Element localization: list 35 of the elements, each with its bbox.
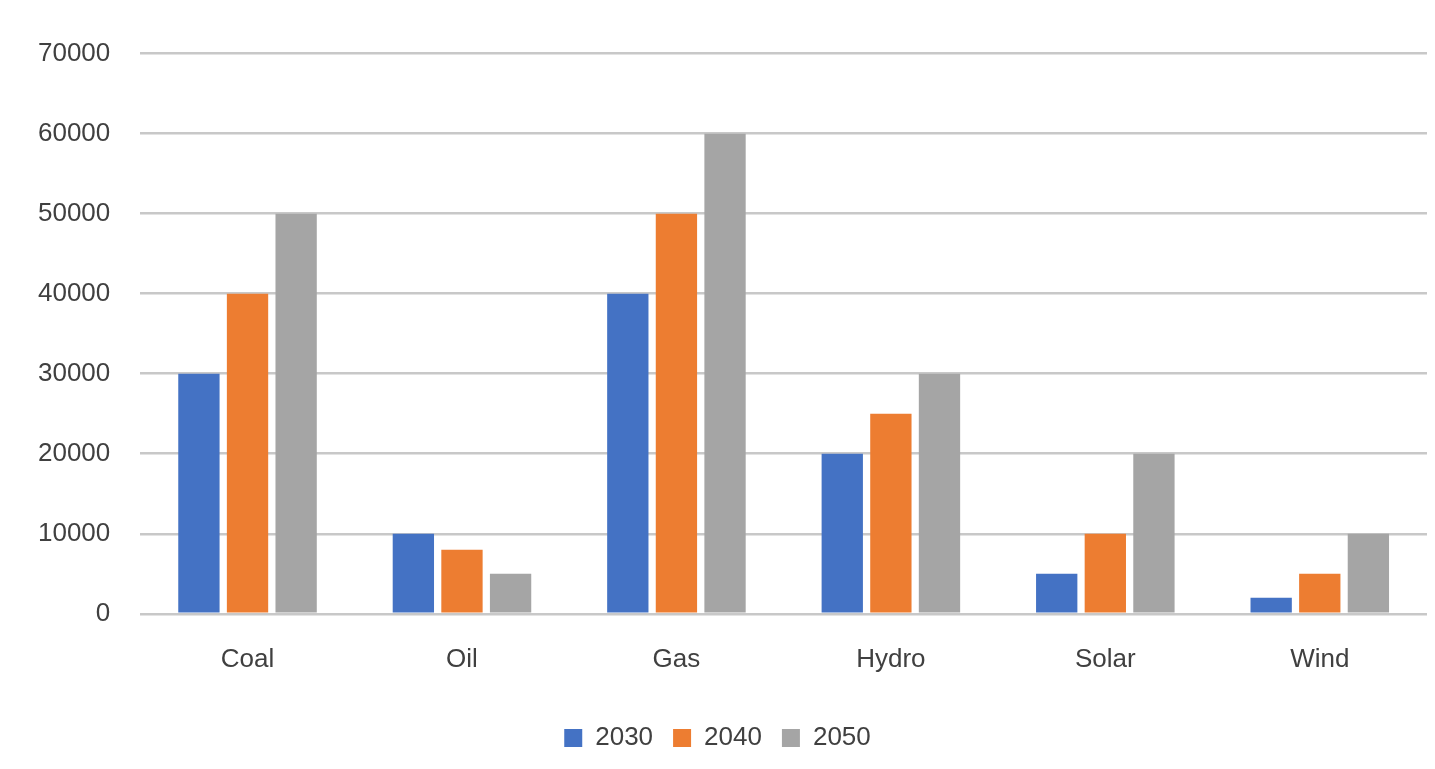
x-tick-label: Solar bbox=[1074, 642, 1137, 673]
y-tick-label: 20000 bbox=[37, 436, 111, 467]
bar bbox=[1133, 453, 1175, 613]
y-tick-label: 60000 bbox=[37, 116, 111, 147]
bar bbox=[607, 293, 649, 613]
x-tick-label: Hydro bbox=[856, 642, 926, 673]
bar bbox=[392, 533, 435, 613]
bar bbox=[1084, 533, 1126, 613]
y-tick-label: 50000 bbox=[37, 196, 111, 227]
y-tick-label: 0 bbox=[95, 596, 111, 627]
bar bbox=[178, 373, 220, 613]
y-tick-label: 40000 bbox=[37, 276, 111, 307]
bar bbox=[441, 549, 483, 613]
bar bbox=[918, 373, 961, 613]
y-tick-label: 70000 bbox=[37, 36, 111, 67]
bar bbox=[1250, 597, 1292, 613]
y-tick-label: 10000 bbox=[37, 516, 111, 547]
x-tick-label: Wind bbox=[1290, 642, 1350, 673]
x-tick-label: Coal bbox=[220, 642, 275, 673]
legend-label: 2030 bbox=[595, 721, 654, 752]
bar bbox=[275, 213, 317, 613]
x-tick-label: Gas bbox=[652, 642, 701, 673]
legend-label: 2050 bbox=[812, 721, 871, 752]
bar bbox=[655, 213, 698, 613]
bar bbox=[870, 413, 912, 613]
x-tick-label: Oil bbox=[446, 642, 478, 673]
bar bbox=[489, 573, 532, 613]
bar bbox=[1347, 533, 1390, 613]
bar bbox=[704, 133, 746, 613]
bar bbox=[821, 453, 863, 613]
bar bbox=[1036, 573, 1078, 613]
legend-label: 2040 bbox=[704, 721, 762, 752]
y-tick-label: 30000 bbox=[37, 356, 111, 387]
bar bbox=[226, 293, 269, 613]
bar bbox=[1299, 573, 1341, 613]
